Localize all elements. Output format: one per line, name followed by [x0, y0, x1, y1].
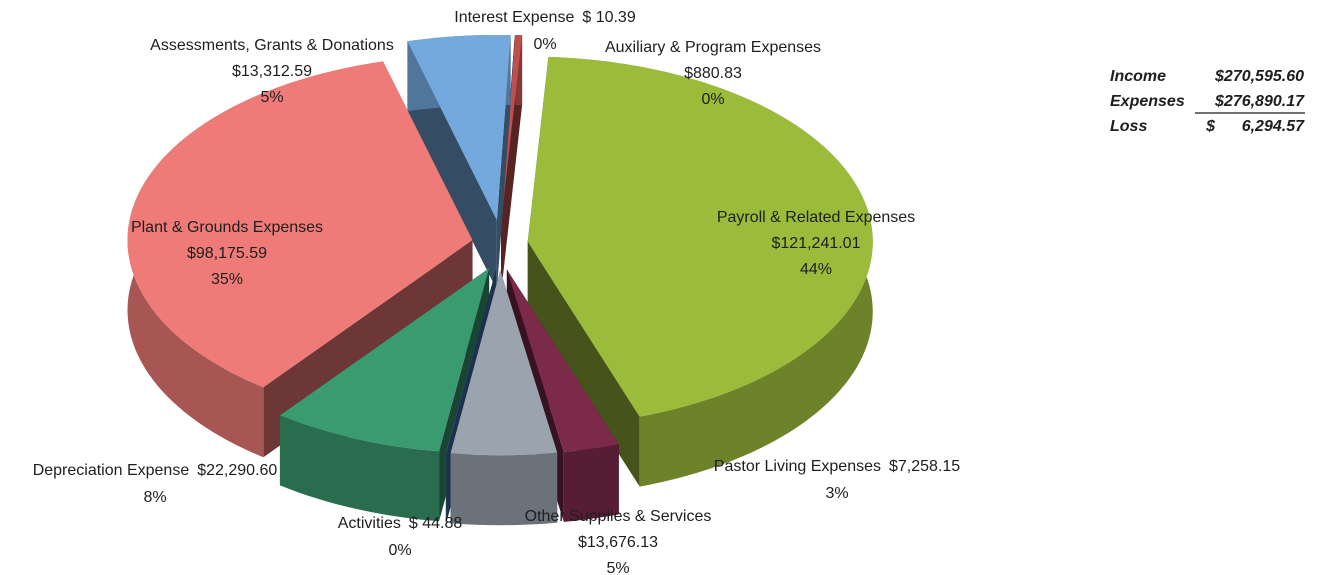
slice-top	[527, 56, 873, 417]
summary: Income $270,595.60 Expenses $276,890.17 Loss…	[1110, 68, 1305, 135]
slice-top	[450, 270, 558, 456]
percent-label: 3%	[825, 485, 848, 502]
slice-label: Other Supplies & Services $13,676.13 5%	[525, 508, 712, 575]
percent-label: 5%	[260, 89, 283, 106]
value-label: $121,241.01	[772, 235, 861, 252]
percent-label: 5%	[606, 560, 629, 575]
slice-wall	[527, 241, 640, 487]
value-label: $880.83	[684, 65, 742, 82]
percent-label: 35%	[211, 271, 243, 288]
summary-value: $270,595.60	[1214, 68, 1304, 85]
category-label: Assessments, Grants & Donations	[150, 37, 394, 54]
value-label: $13,676.13	[578, 534, 658, 551]
slice-label-line: Pastor Living Expenses $7,258.15	[714, 458, 960, 475]
value-label: $ 10.39	[582, 9, 635, 26]
pie	[127, 34, 873, 526]
slice	[527, 56, 873, 487]
slice-top	[407, 34, 511, 220]
slice-top	[501, 34, 523, 220]
slice-top	[127, 61, 473, 388]
slice	[450, 270, 558, 526]
slice-label: Assessments, Grants & Donations $13,312.5…	[150, 37, 394, 106]
slice-label: Pastor Living Expenses $7,258.15 3%	[714, 458, 960, 502]
category-label: Activities	[338, 515, 401, 532]
percent-label: 0%	[388, 542, 411, 559]
slice-side	[563, 444, 619, 522]
value-label: $22,290.60	[197, 462, 277, 479]
category-label: Other Supplies & Services	[525, 508, 712, 525]
slice	[127, 61, 473, 458]
summary-label: Income	[1110, 68, 1166, 85]
slice-label: Auxiliary & Program Expenses $880.83 0%	[605, 39, 821, 108]
percent-label: 44%	[800, 261, 832, 278]
slice-label: Depreciation Expense $22,290.60 8%	[33, 462, 278, 506]
slice-label-line: Interest Expense $ 10.39	[454, 9, 636, 26]
slice-label-line: Activities $ 44.88	[338, 515, 463, 532]
category-label: Interest Expense	[454, 9, 574, 26]
value-label: $13,312.59	[232, 63, 312, 80]
value-label: $ 44.88	[409, 515, 462, 532]
value-label: $7,258.15	[889, 458, 960, 475]
summary-value: $ 6,294.57	[1205, 118, 1305, 135]
slice-top	[506, 269, 619, 452]
slice-label: Interest Expense $ 10.39 0%	[454, 9, 636, 53]
category-label: Pastor Living Expenses	[714, 458, 881, 475]
slice-side	[279, 415, 440, 522]
slice	[501, 34, 523, 290]
category-label: Plant & Grounds Expenses	[131, 219, 323, 236]
category-label: Payroll & Related Expenses	[717, 209, 915, 226]
slice-top	[279, 268, 490, 452]
slice-label: Payroll & Related Expenses $121,241.01 44%	[717, 209, 915, 278]
percent-label: 0%	[533, 36, 556, 53]
slice-label: Activities $ 44.88 0%	[338, 515, 463, 559]
value-label: $98,175.59	[187, 245, 267, 262]
percent-label: 8%	[143, 489, 166, 506]
slice-top	[445, 269, 496, 454]
summary-label: Loss	[1110, 118, 1147, 135]
slice-side	[450, 452, 558, 526]
summary-value: $276,890.17	[1214, 93, 1305, 110]
percent-label: 0%	[701, 91, 724, 108]
category-label: Depreciation Expense	[33, 462, 190, 479]
category-label: Auxiliary & Program Expenses	[605, 39, 821, 56]
slice-label: Plant & Grounds Expenses $98,175.59 35%	[131, 219, 323, 288]
slice-label-line: Depreciation Expense $22,290.60	[33, 462, 278, 479]
summary-label: Expenses	[1110, 93, 1185, 110]
slice	[407, 34, 511, 290]
